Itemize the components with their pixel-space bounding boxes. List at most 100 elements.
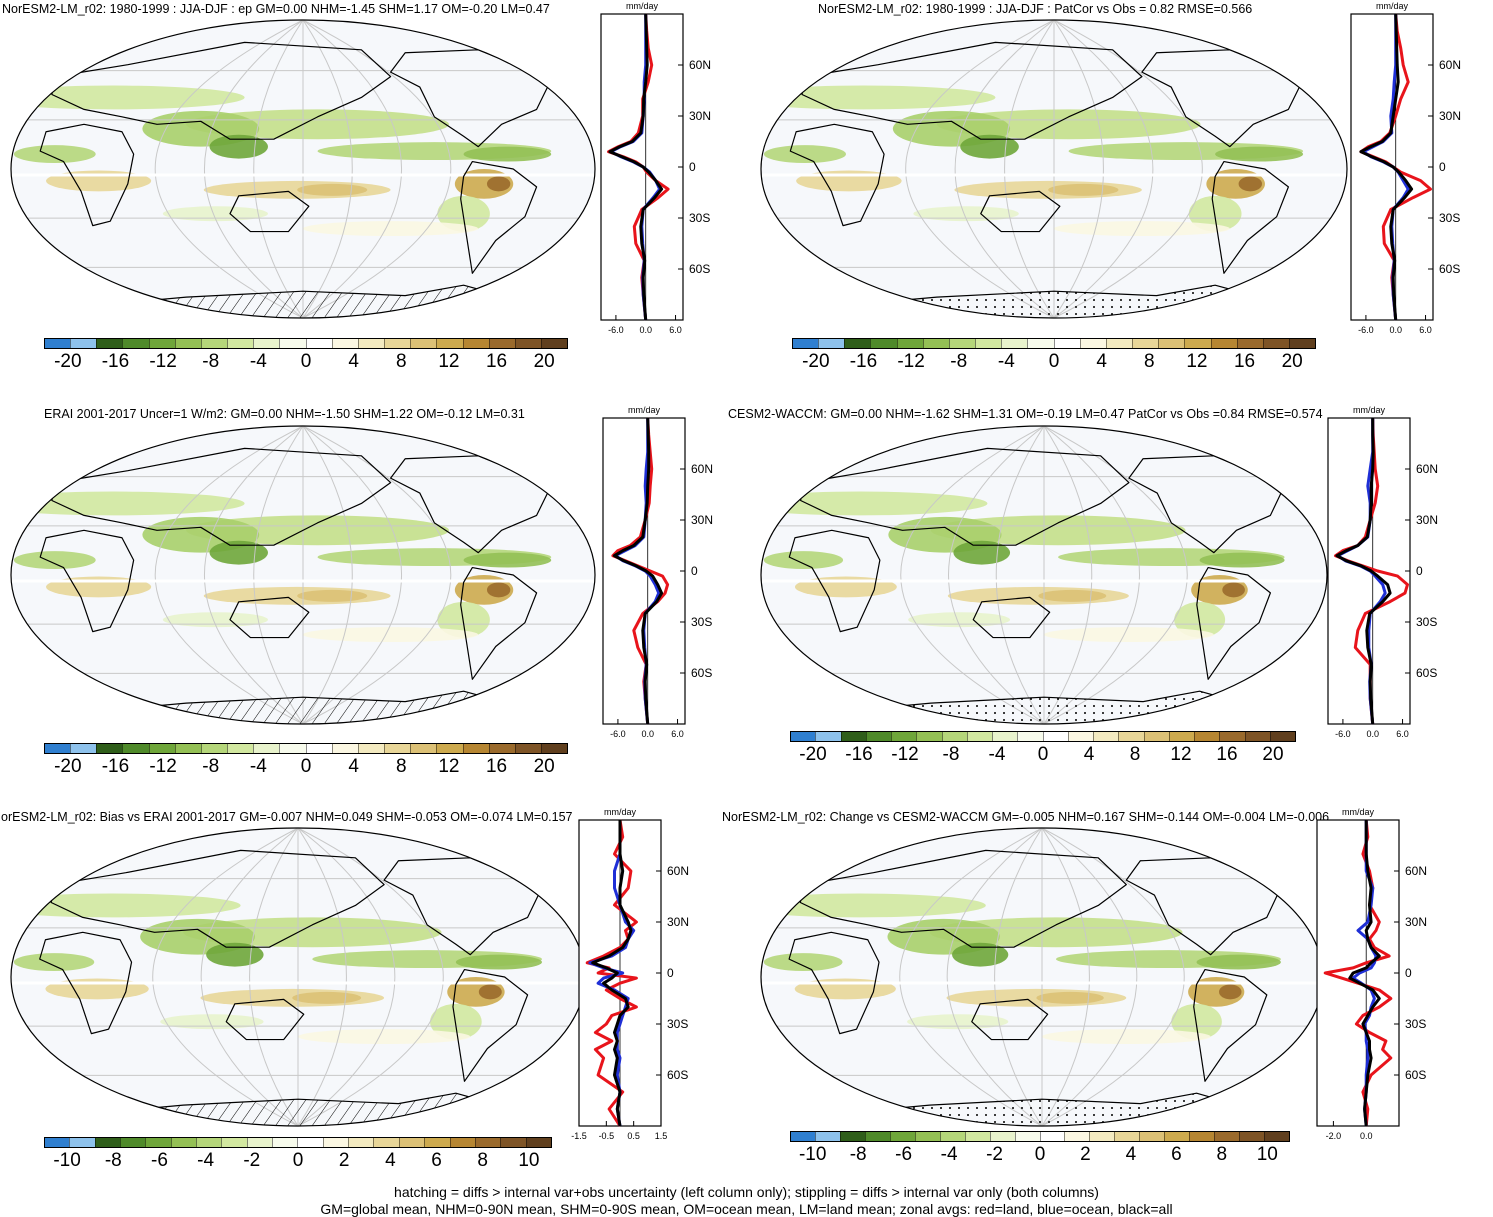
precip-shading xyxy=(1044,627,1214,643)
colorbar-segment xyxy=(793,339,819,348)
units-label: mm/day xyxy=(1353,405,1386,415)
colorbar-segment xyxy=(818,339,845,348)
colorbar-segment xyxy=(1210,339,1237,348)
precip-shading xyxy=(1054,221,1230,237)
colorbar-tick-label: -4 xyxy=(197,1150,215,1171)
precip-shading xyxy=(298,1029,471,1045)
map-frame xyxy=(10,19,596,319)
colorbar xyxy=(44,1137,552,1148)
precip-shading xyxy=(1222,582,1245,598)
y-tick-label: 30S xyxy=(1439,211,1460,225)
x-tick-label: -6.0 xyxy=(1335,729,1351,739)
coastline-eurasia xyxy=(51,41,392,140)
colorbar-segment xyxy=(1236,339,1263,348)
units-label: mm/day xyxy=(628,405,661,415)
precip-shading xyxy=(297,589,368,602)
x-tick-label: 0.0 xyxy=(1360,1131,1373,1141)
colorbar-segment xyxy=(916,732,942,741)
y-tick-label: 30N xyxy=(691,513,713,527)
precip-shading xyxy=(463,146,552,162)
x-tick-label: 0.0 xyxy=(1366,729,1379,739)
precip-shading xyxy=(13,953,95,972)
colorbar-segment xyxy=(357,744,385,753)
colorbar xyxy=(792,338,1316,349)
units-label: mm/day xyxy=(604,807,637,817)
colorbar-segment xyxy=(1244,732,1270,741)
precip-shading xyxy=(1048,183,1119,196)
colorbar-tick-label: 8 xyxy=(395,756,407,777)
y-tick-label: 0 xyxy=(1405,966,1412,980)
precip-shading xyxy=(913,206,1019,222)
colorbar-segment xyxy=(297,1138,323,1147)
colorbar-tick-label: 4 xyxy=(348,351,359,372)
colorbar-segment xyxy=(1219,732,1245,741)
colorbar xyxy=(790,1131,1290,1142)
colorbar-segment xyxy=(384,339,411,348)
colorbar-segment xyxy=(791,1132,815,1141)
y-tick-label: 30N xyxy=(1405,915,1427,929)
precip-shading xyxy=(1238,176,1263,192)
colorbar-tick-label: 8 xyxy=(1143,351,1155,372)
colorbar-segment xyxy=(122,744,149,753)
y-tick-label: 60N xyxy=(691,462,713,476)
y-tick-label: 0 xyxy=(667,966,674,980)
panel-title: NorESM2-LM_r02: 1980-1999 : JJA-DJF : ep… xyxy=(2,2,550,16)
colorbar-segment xyxy=(815,732,841,741)
precip-shading xyxy=(463,552,552,568)
colorbar-tick-label: -2 xyxy=(986,1144,1003,1165)
colorbar-tick-label: -4 xyxy=(249,756,267,777)
colorbar-segment xyxy=(1139,1132,1165,1141)
colorbar-segment xyxy=(1105,339,1133,348)
colorbar-ticks: -20 -16 -12 -8 -4 0 4 8 12 16 20 xyxy=(44,351,568,373)
x-tick-label: 0.0 xyxy=(639,325,652,335)
precip-shading xyxy=(455,954,542,970)
x-tick-label: 6.0 xyxy=(669,325,682,335)
precip-shading xyxy=(960,134,1019,159)
x-tick-label: -2.0 xyxy=(1326,1131,1342,1141)
colorbar-segment xyxy=(891,732,917,741)
colorbar-ticks: -10 -8 -6 -4 -2 0 2 4 6 8 10 xyxy=(790,1144,1290,1166)
colorbar-segment xyxy=(410,744,437,753)
colorbar-segment xyxy=(1118,732,1144,741)
x-tick-label: -0.5 xyxy=(599,1131,615,1141)
colorbar-segment xyxy=(791,732,816,741)
graticule xyxy=(761,828,1323,1126)
colorbar-tick-label: -20 xyxy=(799,744,827,765)
colorbar-segment xyxy=(462,339,489,348)
precip-shading xyxy=(1199,552,1285,568)
colorbar-tick-label: -20 xyxy=(54,756,82,777)
colorbar-segment xyxy=(305,744,332,753)
colorbar-segment xyxy=(174,339,201,348)
colorbar-tick-label: -4 xyxy=(249,351,267,372)
colorbar-segment xyxy=(964,1132,990,1141)
colorbar-segment xyxy=(322,1138,349,1147)
colorbar-segment xyxy=(941,732,967,741)
graticule xyxy=(761,20,1347,318)
y-tick-label: 60S xyxy=(689,262,710,276)
coastline-africa xyxy=(39,931,133,1035)
robinson-map xyxy=(760,19,1348,319)
precip-shading xyxy=(1042,1029,1211,1045)
y-tick-label: 30N xyxy=(1439,109,1461,123)
colorbar-tick-label: -16 xyxy=(101,756,130,777)
x-tick-label: 0.0 xyxy=(1389,325,1402,335)
precip-shading xyxy=(486,176,511,192)
colorbar-tick-label: 20 xyxy=(1262,744,1284,765)
x-tick-label: 1.5 xyxy=(655,1131,668,1141)
colorbar-segment xyxy=(94,1138,121,1147)
graticule xyxy=(11,426,595,724)
colorbar-segment xyxy=(96,339,123,348)
colorbar-tick-label: -6 xyxy=(151,1150,168,1171)
colorbar-segment xyxy=(1067,732,1093,741)
colorbar-segment xyxy=(865,732,891,741)
precip-shading xyxy=(292,991,362,1004)
colorbar-segment xyxy=(253,339,280,348)
colorbar-ticks: -20 -16 -12 -8 -4 0 4 8 12 16 20 xyxy=(792,351,1316,373)
colorbar-segment xyxy=(331,339,358,348)
colorbar-tick-label: 12 xyxy=(438,756,460,777)
colorbar-segment xyxy=(514,339,541,348)
colorbar-segment xyxy=(45,1138,70,1147)
colorbar-segment xyxy=(1189,1132,1215,1141)
colorbar-segment xyxy=(331,744,358,753)
colorbar-segment xyxy=(1014,1132,1040,1141)
